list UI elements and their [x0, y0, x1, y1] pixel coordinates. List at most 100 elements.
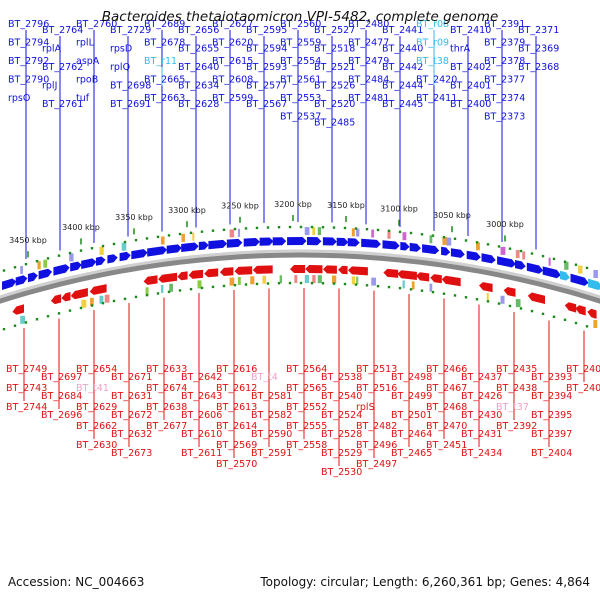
- reverse-gene-arrow: [575, 305, 586, 316]
- tick-dot: [156, 292, 160, 295]
- tick-dot: [68, 251, 72, 255]
- tick-dot: [508, 247, 512, 250]
- gene-label: BT_2395: [531, 410, 572, 421]
- gene-label: BT_2643: [181, 391, 222, 402]
- kbp-tick-label: 3050 kbp: [433, 211, 471, 220]
- gene-label: BT_2760: [76, 19, 117, 30]
- gene-label: BT_2374: [484, 93, 525, 104]
- tick-dot: [519, 307, 523, 310]
- category-block: [331, 275, 337, 284]
- tick-dot: [35, 318, 39, 321]
- gene-label: BT_2369: [518, 44, 559, 55]
- category-block: [371, 277, 376, 286]
- gene-label: BT_2485: [314, 118, 355, 129]
- tick-dot: [288, 225, 292, 229]
- reverse-gene-arrow: [305, 265, 323, 274]
- gene-label: BT_2393: [531, 372, 572, 383]
- gene-label: BT_2466: [426, 364, 467, 375]
- gene-label: BT_t38: [416, 56, 449, 67]
- tick-dot: [508, 304, 512, 308]
- gene-label: BT_2570: [216, 459, 257, 470]
- forward-gene-arrow: [287, 237, 307, 246]
- gene-label: BT_2484: [348, 75, 389, 86]
- category-block: [169, 283, 173, 292]
- gene-label: BT_2468: [426, 402, 467, 413]
- forward-gene-arrow: [497, 256, 516, 268]
- gene-label: BT_2406: [566, 383, 600, 394]
- tick-dot: [354, 283, 358, 286]
- gene-label: BT_2608: [212, 75, 253, 86]
- reverse-gene-arrow: [158, 272, 178, 283]
- tick-dot: [101, 244, 105, 248]
- tick-dot: [2, 327, 6, 331]
- tick-dot: [123, 297, 127, 301]
- forward-gene-arrow: [570, 273, 589, 286]
- category-block: [476, 242, 480, 251]
- tick-dot: [420, 289, 424, 292]
- category-block: [351, 228, 355, 237]
- tick-dot: [387, 285, 391, 289]
- gene-label: BT_2465: [391, 448, 432, 459]
- genome-backbone: [0, 249, 600, 304]
- tick-dot: [134, 238, 138, 242]
- tick-dot: [354, 227, 358, 230]
- gene-label: BT_2518: [314, 44, 355, 55]
- tick-dot: [2, 269, 6, 272]
- category-block: [304, 227, 310, 236]
- tick-dot: [343, 282, 347, 286]
- category-block: [593, 270, 598, 279]
- forward-gene-arrow: [131, 249, 148, 260]
- gene-label: BT_2524: [321, 410, 362, 421]
- tick-dot: [365, 284, 369, 287]
- category-block: [387, 230, 391, 239]
- forward-gene-arrow: [243, 238, 260, 247]
- category-block: [356, 276, 359, 285]
- gene-label: BT_2496: [356, 440, 397, 451]
- gene-label: BT_2642: [181, 372, 222, 383]
- tick-dot: [541, 254, 545, 258]
- tick-dot: [288, 281, 292, 285]
- gene-label: BT_2582: [251, 410, 292, 421]
- tick-dot: [530, 252, 534, 255]
- forward-gene-arrow: [400, 242, 410, 251]
- gene-label: BT_t41: [76, 383, 109, 394]
- category-block: [197, 280, 202, 289]
- reverse-gene-arrow: [503, 287, 516, 297]
- tick-dot: [112, 299, 116, 303]
- tick-dot: [321, 226, 325, 229]
- gene-label: rpsO: [8, 93, 30, 104]
- tick-dot: [13, 324, 17, 327]
- reverse-gene-arrow: [50, 294, 62, 305]
- gene-label: BT_2554: [280, 56, 321, 67]
- gene-label: BT_2526: [314, 81, 355, 92]
- reverse-gene-arrow: [177, 271, 188, 281]
- gene-label: tuf: [76, 93, 90, 104]
- gene-label: BT_2558: [286, 440, 327, 451]
- category-block: [43, 259, 48, 268]
- tick-dot: [376, 228, 380, 232]
- gene-label: BT_2401: [450, 81, 491, 92]
- gene-label: BT_r11: [144, 56, 177, 67]
- category-block: [99, 295, 104, 304]
- tick-dot: [57, 312, 61, 315]
- gene-label: BT_2599: [212, 93, 253, 104]
- reverse-gene-arrow: [527, 292, 545, 304]
- forward-gene-arrow: [382, 240, 400, 250]
- category-block: [229, 229, 235, 238]
- gene-label: BT_2606: [181, 410, 222, 421]
- gene-label: BT_2610: [181, 429, 222, 440]
- forward-gene-arrow: [450, 248, 465, 258]
- gene-label: BT_2671: [111, 372, 152, 383]
- kbp-tick-label: 3150 kbp: [327, 201, 365, 210]
- gene-label: BT_2792: [8, 56, 49, 67]
- tick-dot: [156, 235, 160, 239]
- kbp-tick-label: 3000 kbp: [486, 220, 524, 229]
- category-block: [20, 266, 23, 275]
- reverse-gene-arrow: [70, 288, 88, 300]
- gene-label: rpsD: [110, 44, 132, 55]
- gene-label: BT_2590: [251, 429, 292, 440]
- gene-label: BT_2611: [181, 448, 222, 459]
- forward-gene-arrow: [272, 237, 287, 246]
- kbp-tick-label: 3200 kbp: [274, 200, 312, 209]
